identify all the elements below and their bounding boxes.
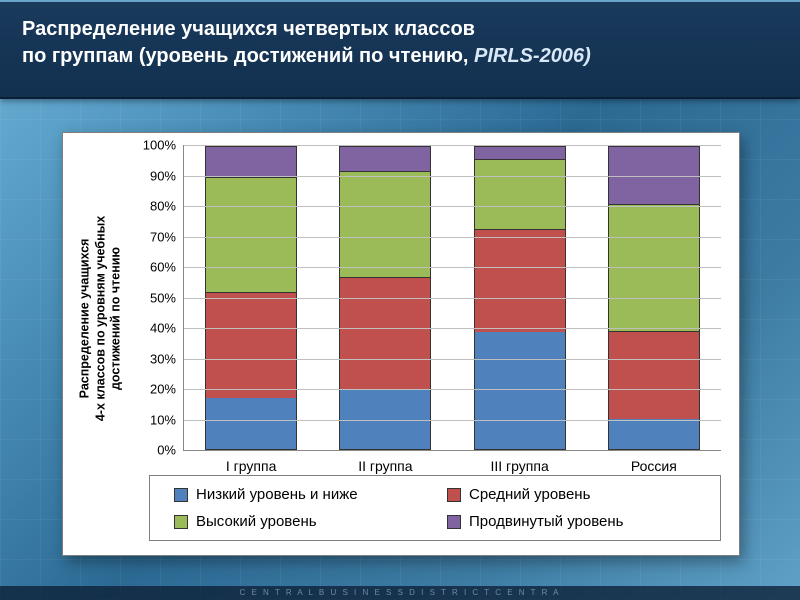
y-tick-label: 60% [150, 260, 184, 275]
y-tick-label: 90% [150, 168, 184, 183]
y-tick-label: 50% [150, 290, 184, 305]
legend: Низкий уровень и ниже Средний уровень Высо… [149, 475, 721, 541]
bar-segment-low [609, 419, 699, 449]
y-tick-label: 100% [143, 138, 184, 153]
x-category-label: III группа [491, 458, 549, 474]
y-tick-label: 70% [150, 229, 184, 244]
x-category-label: II группа [358, 458, 412, 474]
y-tick-label: 80% [150, 199, 184, 214]
legend-label: Продвинутый уровень [469, 513, 623, 530]
footer-strip: C E N T R A L B U S I N E S S D I S T R … [0, 586, 800, 600]
y-tick-label: 0% [157, 443, 184, 458]
grid-line [184, 206, 721, 207]
bar-segment-mid [475, 229, 565, 332]
bar-segment-high [340, 171, 430, 277]
y-tick-label: 20% [150, 382, 184, 397]
bar-segment-low [475, 332, 565, 449]
title-line2-italic: PIRLS-2006) [474, 45, 591, 67]
title-line1: Распределение учащихся четвертых классов [22, 18, 475, 40]
legend-item-low: Низкий уровень и ниже [174, 486, 423, 503]
bar-segment-mid [609, 331, 699, 419]
legend-item-adv: Продвинутый уровень [447, 513, 696, 530]
y-tick-label: 10% [150, 412, 184, 427]
grid-line [184, 359, 721, 360]
bar-segment-low [206, 398, 296, 449]
legend-swatch [447, 515, 461, 529]
bar-segment-mid [206, 292, 296, 398]
grid-line [184, 145, 721, 146]
legend-label: Низкий уровень и ниже [196, 486, 358, 503]
slide-root: Распределение учащихся четвертых классов… [0, 0, 800, 600]
bar-segment-mid [340, 277, 430, 389]
y-tick-label: 30% [150, 351, 184, 366]
bar-segment-high [206, 177, 296, 292]
bar-segment-adv [206, 146, 296, 177]
plot-area: I группаII группаIII группаРоссия 0%10%2… [183, 145, 721, 451]
legend-label: Высокий уровень [196, 513, 317, 530]
grid-line [184, 298, 721, 299]
bar-segment-adv [340, 146, 430, 171]
grid-line [184, 267, 721, 268]
y-axis-label-text: Распределение учащихся4-х классов по уро… [78, 215, 125, 420]
slide-title: Распределение учащихся четвертых классов… [0, 2, 800, 70]
x-category-label: I группа [226, 458, 276, 474]
x-category-label: Россия [631, 458, 677, 474]
grid-line [184, 237, 721, 238]
grid-line [184, 328, 721, 329]
grid-line [184, 389, 721, 390]
bar-segment-adv [475, 146, 565, 159]
y-axis-label: Распределение учащихся4-х классов по уро… [69, 159, 133, 477]
legend-swatch [447, 488, 461, 502]
legend-swatch [174, 515, 188, 529]
chart-panel: Распределение учащихся4-х классов по уро… [62, 132, 740, 556]
legend-item-mid: Средний уровень [447, 486, 696, 503]
legend-label: Средний уровень [469, 486, 590, 503]
title-band: Распределение учащихся четвертых классов… [0, 0, 800, 99]
bar-segment-high [475, 159, 565, 229]
grid-line [184, 176, 721, 177]
title-line2-plain: по группам (уровень достижений по чтению… [22, 45, 474, 67]
legend-item-high: Высокий уровень [174, 513, 423, 530]
legend-swatch [174, 488, 188, 502]
y-tick-label: 40% [150, 321, 184, 336]
grid-line [184, 420, 721, 421]
